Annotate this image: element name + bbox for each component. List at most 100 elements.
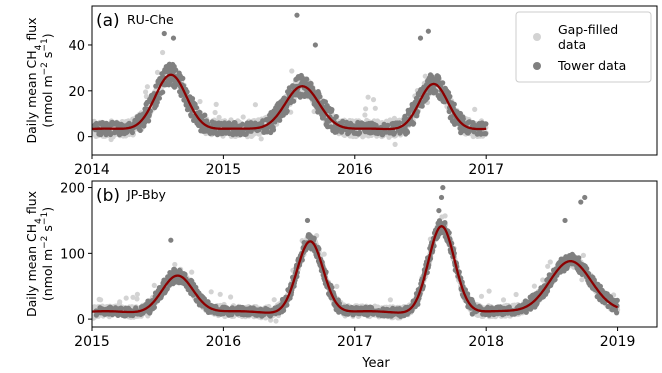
tower-point — [439, 230, 445, 236]
gapfilled-point — [134, 291, 140, 297]
tower-point — [160, 89, 166, 95]
tower-point — [597, 283, 604, 289]
legend-marker — [533, 33, 541, 41]
gapfilled-point — [365, 94, 371, 100]
site-name: RU-Che — [127, 12, 174, 27]
gapfilled-point — [271, 297, 277, 303]
legend-label: Gap-filled — [558, 22, 618, 37]
tower-point — [281, 95, 287, 101]
site-name: JP-Bby — [126, 187, 167, 202]
tower-point — [465, 291, 471, 297]
gapfilled-point — [289, 68, 295, 74]
x-tick-label: 2015 — [74, 334, 110, 350]
tower-point — [576, 255, 582, 261]
gapfilled-point — [130, 294, 136, 300]
tower-point — [202, 112, 208, 118]
tower-point — [311, 235, 317, 241]
tower-point — [182, 271, 188, 277]
tower-point — [103, 132, 109, 138]
tower-point — [161, 30, 167, 37]
x-tick-label: 2017 — [337, 334, 373, 350]
tower-point — [168, 237, 174, 243]
tower-point — [170, 35, 177, 41]
gapfilled-point — [189, 269, 195, 275]
tower-series — [92, 12, 489, 138]
y-tick-label: 0 — [77, 313, 85, 328]
axes-frame — [91, 180, 658, 328]
gapfilled-point — [370, 97, 377, 103]
tower-point — [396, 120, 403, 126]
tower-point — [156, 95, 162, 101]
tower-point — [98, 132, 104, 138]
x-tick-label: 2018 — [468, 334, 504, 350]
y-tick-label: 100 — [60, 247, 85, 262]
tower-point — [173, 67, 179, 73]
gapfilled-point — [442, 213, 448, 219]
panel-label: (b) — [96, 186, 120, 206]
gapfilled-point — [472, 106, 478, 112]
tower-point — [578, 199, 584, 205]
tower-point — [146, 112, 152, 118]
tower-point — [201, 296, 207, 302]
fit-line — [92, 225, 619, 314]
gapfilled-point — [531, 283, 538, 289]
legend-marker — [533, 62, 541, 70]
gapfilled-point — [486, 288, 492, 294]
y-tick-label: 0 — [77, 131, 85, 146]
gapfilled-point — [252, 102, 258, 108]
tower-point — [321, 113, 327, 119]
gapfilled-point — [143, 89, 149, 95]
tower-point — [151, 304, 157, 310]
tower-point — [447, 93, 453, 100]
tower-point — [438, 194, 445, 201]
tower-point — [419, 103, 425, 109]
gapfilled-point — [151, 282, 157, 288]
x-tick-label: 2017 — [468, 162, 504, 178]
tower-point — [146, 118, 152, 124]
x-tick-label: 2019 — [600, 334, 636, 350]
tower-point — [614, 310, 620, 316]
gapfilled-point — [545, 263, 551, 269]
gapfilled-point — [160, 49, 166, 56]
plot-area — [92, 12, 489, 147]
tower-point — [154, 99, 160, 105]
gapfilled-point — [363, 106, 369, 112]
tower-point — [197, 109, 203, 115]
tower-point — [205, 299, 211, 305]
gapfilled-point — [547, 259, 553, 265]
gapfilled-point — [208, 289, 214, 295]
gapfilled-point — [334, 283, 340, 289]
tower-point — [294, 12, 300, 18]
y-axis-unit-label: (nmol m−2 s−1) — [40, 207, 55, 301]
axes-frame — [91, 5, 658, 156]
tower-point — [442, 220, 448, 226]
tower-point — [308, 80, 314, 87]
y-tick-label: 40 — [68, 39, 85, 54]
tower-point — [411, 120, 417, 126]
tower-point — [129, 129, 135, 136]
gapfilled-point — [216, 114, 222, 120]
gapfilled-point — [478, 293, 485, 299]
tower-point — [582, 194, 588, 201]
gapfilled-point — [213, 101, 219, 107]
tower-point — [584, 265, 590, 272]
gapfilled-point — [362, 112, 368, 118]
gapfilled-point — [228, 294, 234, 300]
tower-point — [440, 80, 446, 86]
tower-point — [591, 277, 597, 283]
tower-point — [240, 121, 246, 127]
tower-point — [277, 117, 283, 123]
gapfilled-point — [123, 295, 129, 301]
panel-label: (a) — [96, 11, 120, 31]
gapfilled-point — [500, 297, 507, 303]
legend-label: Tower data — [557, 58, 626, 73]
tower-point — [424, 95, 430, 101]
tower-point — [340, 118, 346, 124]
tower-point — [357, 130, 363, 136]
tower-point — [451, 101, 457, 107]
gapfilled-point — [240, 114, 246, 120]
gapfilled-point — [392, 141, 398, 147]
tower-point — [270, 127, 277, 133]
gapfilled-point — [321, 251, 327, 257]
